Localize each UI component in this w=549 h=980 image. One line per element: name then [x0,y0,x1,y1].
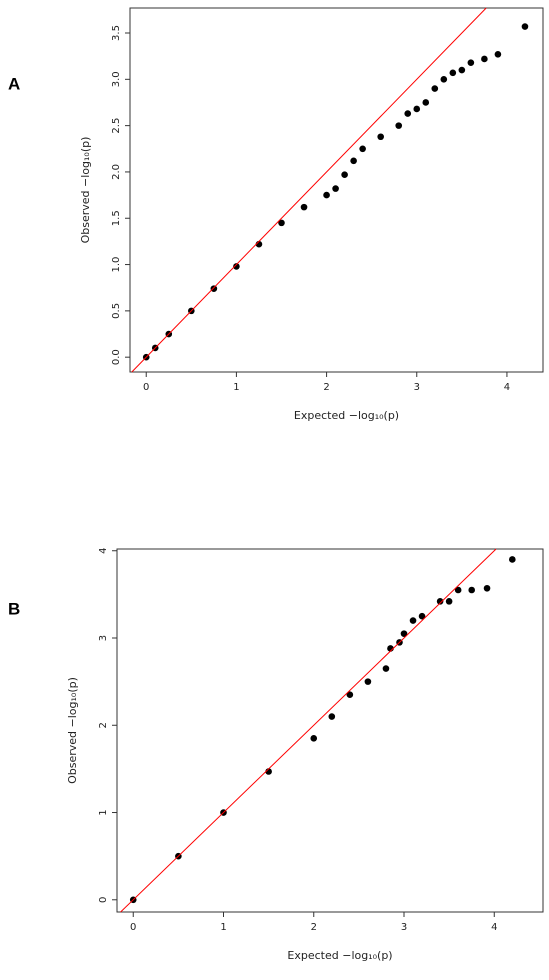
point [377,133,384,141]
point [481,55,488,63]
panel-label: B [8,599,20,618]
point [467,59,475,66]
point [454,586,462,594]
point [431,85,439,92]
point [440,76,448,83]
x-tick-label: 2 [311,922,317,933]
point [449,69,457,77]
point [436,598,444,605]
y-tick-label: 2.5 [111,118,122,134]
panel-label: A [8,74,20,93]
x-tick-label: 2 [323,382,329,393]
point [323,191,330,199]
y-tick-label: 0.5 [111,303,122,319]
reference-line [131,7,487,373]
y-tick-label: 3 [98,635,109,641]
point [409,617,417,624]
point [445,598,453,605]
x-tick-label: 0 [143,382,149,393]
point [278,219,285,227]
point [300,203,308,211]
y-tick-label: 1 [98,809,109,815]
point [521,23,529,30]
point [418,612,426,620]
point [413,105,421,113]
point [210,285,218,292]
point [310,735,318,742]
point [359,145,366,153]
x-tick-label: 1 [220,922,226,933]
y-tick-label: 3.5 [111,25,122,41]
point [395,122,403,129]
y-tick-label: 2.0 [111,164,122,180]
point [346,691,354,699]
x-tick-label: 3 [401,922,407,933]
y-tick-label: 1.0 [111,257,122,273]
y-tick-label: 4 [98,548,109,554]
point [341,171,348,179]
plot-frame [116,548,544,913]
point [422,99,430,106]
point [382,665,390,672]
x-tick-label: 1 [233,382,239,393]
x-tick-label: 0 [130,922,136,933]
y-tick-label: 1.5 [111,210,122,226]
point [468,586,475,594]
point [328,713,336,720]
point [494,51,502,58]
plot-frame [129,7,544,373]
point [404,110,412,117]
x-tick-label: 4 [491,922,497,933]
point [364,678,372,685]
x-tick-label: 4 [504,382,510,393]
point [509,556,516,563]
x-axis-title: Expected −log₁₀(p) [294,409,399,422]
y-axis-title: Observed −log₁₀(p) [79,137,92,244]
x-tick-label: 3 [414,382,420,393]
y-tick-label: 3.0 [111,71,122,87]
y-tick-label: 0.0 [111,349,122,365]
point [350,157,357,165]
point [483,584,491,592]
y-tick-label: 2 [98,722,109,728]
x-axis-title: Expected −log₁₀(p) [287,949,392,962]
y-axis-title: Observed −log₁₀(p) [66,677,79,784]
reference-line [120,548,497,913]
point [400,630,408,637]
point [332,185,339,192]
point [233,263,240,270]
y-tick-label: 0 [98,897,109,903]
point [458,66,466,74]
